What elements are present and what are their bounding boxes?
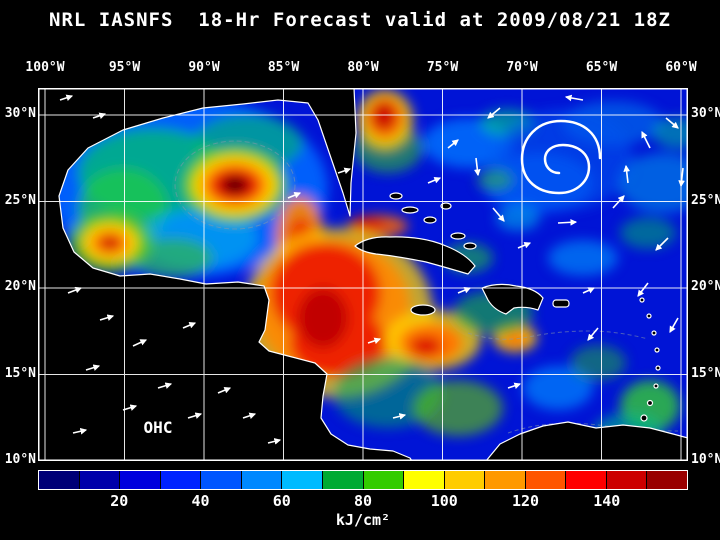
figure-title: NRL IASNFS 18-Hr Forecast valid at 2009/… [49,9,671,31]
land-lesser-antilles [639,297,661,422]
lat-tick-label: 25°N [4,192,36,208]
lat-tick-label: 15°N [4,365,36,381]
lat-tick-label: 10°N [691,452,720,467]
colorbar-segment [39,471,80,489]
colorbar-segment [120,471,161,489]
hurricane-spiral [520,119,602,195]
land-north-america [38,88,413,461]
lat-tick-label: 15°N [691,365,720,381]
ohc-map: OHC [38,88,688,461]
colorbar-segment [322,471,364,489]
colorbar-segment [363,471,405,489]
land-cuba [354,236,476,275]
lon-tick-label: 80°W [347,60,379,75]
latitude-axis-right: 30°N 25°N 20°N 15°N 10°N [691,0,720,540]
wind-vector-arrows [59,94,685,445]
longitude-axis: 100°W 95°W 90°W 85°W 80°W 75°W 70°W 65°W 60°W [0,0,720,80]
lat-tick-label: 30°N [4,106,36,121]
lat-tick-label: 20°N [4,279,36,294]
colorbar-segment [606,471,648,489]
colorbar-segment [241,471,283,489]
land-south-america [485,421,688,461]
colorbar-tick-label: 80 [353,492,373,510]
lon-tick-label: 90°W [188,60,220,75]
colorbar-segment [444,471,486,489]
lat-tick-label: 10°N [4,452,36,467]
colorbar-tick-label: 100 [430,492,458,510]
colorbar-segment [160,471,202,489]
lon-tick-label: 60°W [665,60,697,75]
lon-tick-label: 75°W [426,60,459,75]
lon-tick-label: 70°W [506,60,538,75]
colorbar-segment [282,471,323,489]
field-label: OHC [144,418,173,437]
plot-frame [38,88,688,461]
colorbar-segment [485,471,526,489]
lon-tick-label: 95°W [108,60,141,75]
colorbar-segment [404,471,445,489]
lat-tick-label: 25°N [691,192,720,208]
land-bahamas [389,192,477,250]
colorbar-tick-label: 20 [110,492,129,510]
colorbar-segment [79,471,121,489]
colorbar-segment [525,471,567,489]
land-hispaniola [481,283,544,315]
land-jamaica [410,304,436,316]
colorbar-segment [647,471,687,489]
land-masses [38,88,688,461]
colorbar-segment [566,471,607,489]
map-plot-area: OHC [38,88,688,461]
lon-tick-label: 85°W [267,60,300,75]
lat-tick-label: 20°N [691,279,720,294]
colorbar-tick-label: 140 [593,492,621,510]
colorbar-units-label: kJ/cm² [335,511,391,529]
colorbar-tick-labels: 20 40 60 80 100 120 140 [38,492,688,510]
colorbar-tick-label: 40 [191,492,210,510]
colorbar-segment [201,471,242,489]
land-puerto-rico [552,299,570,308]
lon-tick-label: 65°W [585,60,618,75]
colorbar-tick-label: 120 [511,492,540,510]
colorbar-tick-label: 60 [272,492,291,510]
latitude-axis-left: 30°N 25°N 20°N 15°N 10°N [2,0,36,540]
colorbar [38,470,688,490]
lon-tick-label: 100°W [25,60,65,75]
graticule-grid [38,88,688,461]
lat-tick-label: 30°N [691,106,720,121]
